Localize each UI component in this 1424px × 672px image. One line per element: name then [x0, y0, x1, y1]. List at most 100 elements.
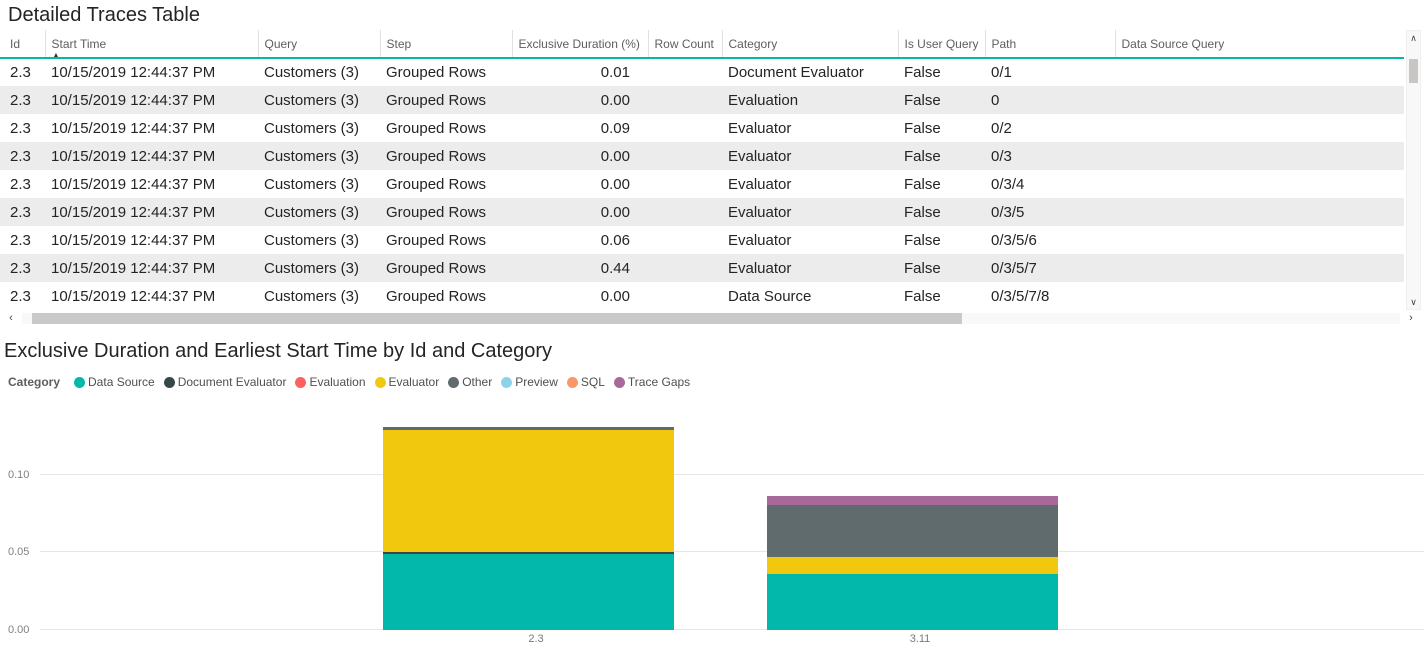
cell-category: Evaluator	[728, 175, 792, 193]
cell-start-time: 10/15/2019 12:44:37 PM	[51, 231, 216, 249]
legend-item-other[interactable]: Other	[448, 375, 492, 389]
scroll-right-icon[interactable]: ›	[1409, 312, 1413, 324]
legend-item-label: Evaluation	[309, 375, 366, 389]
cell-category: Evaluator	[728, 119, 792, 137]
table-row[interactable]: 2.3 10/15/2019 12:44:37 PM Customers (3) Gr…	[0, 254, 1404, 282]
x-axis-category-label: 2.3	[528, 633, 544, 645]
bar-segment-trace-gaps[interactable]	[766, 495, 1058, 505]
table-row[interactable]: 2.3 10/15/2019 12:44:37 PM Customers (3) Gr…	[0, 170, 1404, 198]
bar-segment-evaluator[interactable]	[766, 556, 1058, 575]
scroll-up-icon[interactable]: ∧	[1410, 33, 1417, 43]
vertical-scrollbar-thumb[interactable]	[1409, 59, 1418, 83]
cell-is-user-query: False	[904, 119, 941, 137]
cell-path: 0/3/5/7/8	[991, 287, 1050, 305]
table-row[interactable]: 2.3 10/15/2019 12:44:37 PM Customers (3) Gr…	[0, 142, 1404, 170]
cell-exclusive-duration-: 0.00	[600, 91, 630, 109]
detailed-traces-table-visual: Detailed Traces Table Id Start Time ▲ Query…	[0, 0, 1424, 326]
chart-x-axis: 2.3 3.11	[0, 630, 1424, 648]
cell-path: 0/1	[991, 64, 1012, 81]
gridline-0.10	[40, 473, 1424, 475]
bar-segment-other[interactable]	[766, 504, 1058, 557]
cell-path: 0	[991, 91, 1000, 109]
table-vertical-scrollbar[interactable]: ∧ ∨	[1406, 30, 1421, 310]
cell-data-source-query	[1115, 142, 1404, 170]
column-header-category[interactable]: Category	[722, 30, 899, 59]
legend-color-dot	[163, 376, 175, 388]
cell-is-user-query: False	[904, 91, 941, 109]
legend-item-evaluation[interactable]: Evaluation	[295, 375, 366, 389]
column-header-exclusive-duration[interactable]: Exclusive Duration (%)	[512, 30, 649, 59]
table-row[interactable]: 2.3 10/15/2019 12:44:37 PM Customers (3) Gr…	[0, 86, 1404, 114]
cell-id: 2.3	[10, 175, 31, 193]
horizontal-scrollbar-track[interactable]	[22, 313, 1400, 324]
column-header-path[interactable]: Path	[985, 30, 1116, 59]
cell-start-time: 10/15/2019 12:44:37 PM	[51, 259, 216, 277]
table-horizontal-scrollbar[interactable]: ‹ ›	[0, 312, 1424, 326]
table-row[interactable]: 2.3 10/15/2019 12:44:37 PM Customers (3) Gr…	[0, 114, 1404, 142]
y-axis-tick-label: 0.05	[8, 546, 30, 559]
legend-item-trace-gaps[interactable]: Trace Gaps	[613, 375, 690, 389]
bar-segment-document-evaluator[interactable]	[382, 551, 674, 554]
table-row[interactable]: 2.3 10/15/2019 12:44:37 PM Customers (3) Gr…	[0, 198, 1404, 226]
cell-is-user-query: False	[904, 175, 941, 193]
table-row[interactable]: 2.3 10/15/2019 12:44:37 PM Customers (3) Gr…	[0, 282, 1404, 310]
cell-is-user-query: False	[904, 147, 941, 165]
cell-start-time: 10/15/2019 12:44:37 PM	[51, 175, 216, 193]
column-header-data-source-query[interactable]: Data Source Query	[1115, 30, 1404, 59]
legend-color-dot	[566, 376, 578, 388]
cell-start-time: 10/15/2019 12:44:37 PM	[51, 91, 216, 109]
bar-segment-data-source[interactable]	[382, 553, 674, 630]
cell-exclusive-duration-: 0.00	[600, 203, 630, 221]
traces-table: Id Start Time ▲ Query Step Exclusive Duration…	[0, 30, 1404, 310]
column-header-start-time[interactable]: Start Time ▲	[45, 30, 259, 59]
cell-category: Evaluator	[728, 259, 792, 277]
legend-items: Data Source Document Evaluator Evaluation E…	[74, 375, 699, 389]
cell-data-source-query	[1115, 86, 1404, 114]
scroll-down-icon[interactable]: ∨	[1410, 297, 1417, 307]
gridline-0.05	[40, 551, 1424, 553]
scroll-left-icon[interactable]: ‹	[9, 312, 13, 324]
cell-data-source-query	[1115, 198, 1404, 226]
bar-segment-data-source[interactable]	[766, 574, 1058, 630]
table-header-row: Id Start Time ▲ Query Step Exclusive Duration…	[0, 30, 1404, 59]
chart-legend: Category Data Source Document Evaluator Ev…	[8, 374, 1424, 390]
cell-id: 2.3	[10, 64, 31, 81]
stacked-bar-2.3[interactable]	[382, 427, 674, 630]
cell-id: 2.3	[10, 231, 31, 249]
chart-title: Exclusive Duration and Earliest Start Ti…	[4, 340, 553, 362]
cell-row-count	[648, 58, 722, 86]
cell-start-time: 10/15/2019 12:44:37 PM	[51, 203, 216, 221]
bar-segment-other[interactable]	[382, 427, 674, 430]
legend-item-label: Data Source	[88, 375, 155, 389]
cell-path: 0/3/5/6	[991, 231, 1037, 249]
legend-item-label: Preview	[515, 375, 558, 389]
traces-table-body: 2.3 10/15/2019 12:44:37 PM Customers (3) Gr…	[0, 58, 1404, 310]
table-row[interactable]: 2.3 10/15/2019 12:44:37 PM Customers (3) Gr…	[0, 226, 1404, 254]
horizontal-scrollbar-thumb[interactable]	[32, 313, 962, 324]
column-header-is-user-query[interactable]: Is User Query	[898, 30, 986, 59]
legend-item-sql[interactable]: SQL	[566, 375, 605, 389]
column-header-step[interactable]: Step	[380, 30, 513, 59]
legend-item-preview[interactable]: Preview	[501, 375, 558, 389]
cell-query: Customers (3)	[264, 259, 360, 277]
column-header-id[interactable]: Id	[0, 30, 46, 59]
column-header-row-count[interactable]: Row Count	[648, 30, 723, 59]
table-row[interactable]: 2.3 10/15/2019 12:44:37 PM Customers (3) Gr…	[0, 58, 1404, 86]
bar-segment-evaluator[interactable]	[382, 429, 674, 552]
duration-chart-visual: Exclusive Duration and Earliest Start Ti…	[0, 338, 1424, 648]
stacked-bar-3.11[interactable]	[766, 495, 1058, 630]
legend-item-data-source[interactable]: Data Source	[74, 375, 155, 389]
cell-query: Customers (3)	[264, 91, 360, 109]
cell-data-source-query	[1115, 114, 1404, 142]
legend-color-dot	[613, 376, 625, 388]
column-header-query[interactable]: Query	[258, 30, 381, 59]
cell-data-source-query	[1115, 226, 1404, 254]
cell-exclusive-duration-: 0.00	[600, 147, 630, 165]
x-axis-category-label: 3.11	[909, 633, 931, 645]
cell-query: Customers (3)	[264, 287, 360, 305]
cell-query: Customers (3)	[264, 147, 360, 165]
legend-item-evaluator[interactable]: Evaluator	[374, 375, 439, 389]
legend-item-document-evaluator[interactable]: Document Evaluator	[163, 375, 286, 389]
legend-color-dot	[74, 376, 86, 388]
cell-data-source-query	[1115, 254, 1404, 282]
